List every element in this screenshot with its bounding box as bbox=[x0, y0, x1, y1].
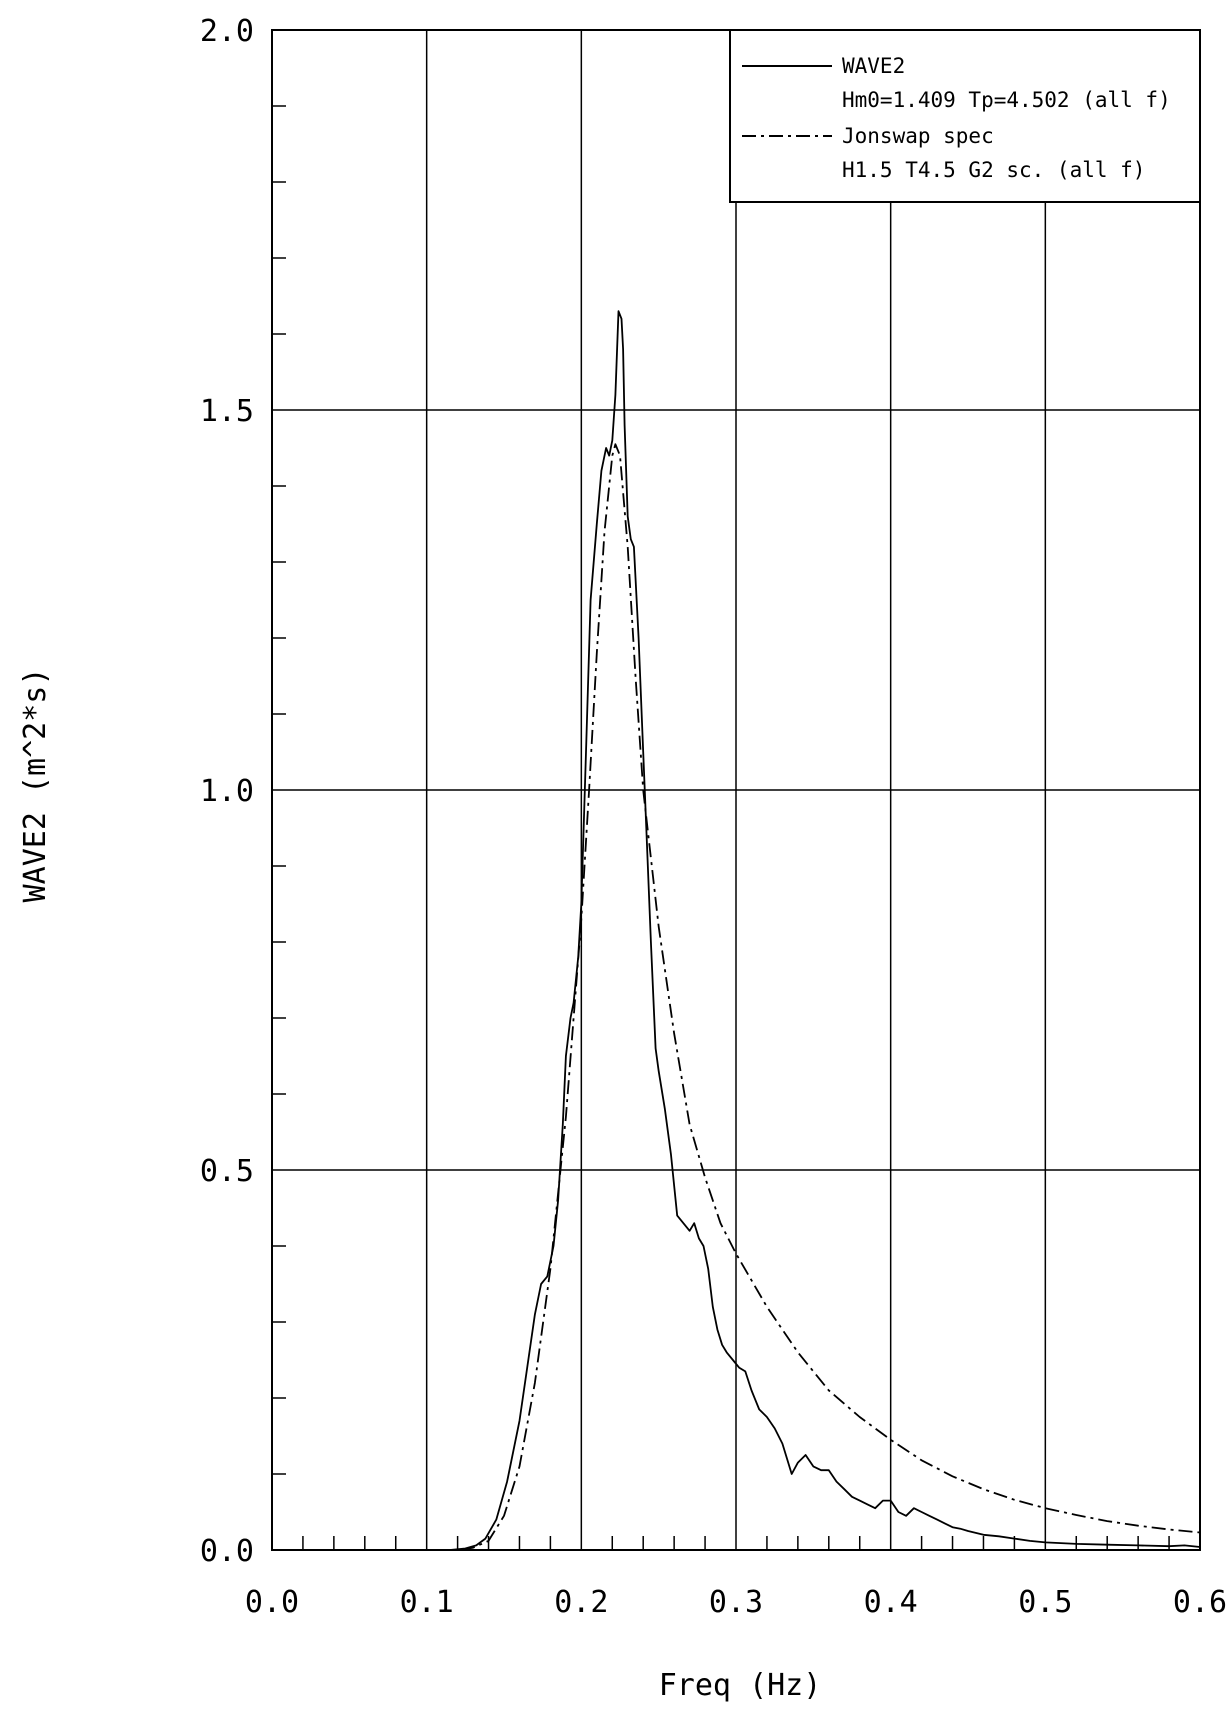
x-tick-label: 0.2 bbox=[554, 1585, 608, 1620]
x-tick-label: 0.5 bbox=[1018, 1585, 1072, 1620]
x-tick-label: 0.0 bbox=[245, 1585, 299, 1620]
legend-label-jonswap: Jonswap spec bbox=[842, 124, 994, 148]
series-line-wave2 bbox=[272, 310, 1201, 1551]
y-tick-label: 1.5 bbox=[200, 394, 254, 429]
x-tick-label: 0.1 bbox=[400, 1585, 454, 1620]
legend-detail-jonswap: H1.5 T4.5 G2 sc. (all f) bbox=[842, 158, 1145, 182]
y-tick-label: 1.0 bbox=[200, 774, 254, 809]
legend-box bbox=[729, 29, 1201, 203]
x-tick-label: 0.3 bbox=[709, 1585, 763, 1620]
y-tick-label: 0.0 bbox=[200, 1534, 254, 1569]
x-tick-label: 0.6 bbox=[1173, 1585, 1227, 1620]
legend-label-wave2: WAVE2 bbox=[842, 54, 905, 78]
x-tick-labels: 0.0 0.1 0.2 0.3 0.4 0.5 0.6 bbox=[245, 1585, 1227, 1620]
x-tick-label: 0.4 bbox=[864, 1585, 918, 1620]
grid-lines bbox=[272, 30, 1200, 1550]
legend: WAVE2 Hm0=1.409 Tp=4.502 (all f) Jonswap… bbox=[729, 29, 1201, 203]
y-tick-label: 0.5 bbox=[200, 1154, 254, 1189]
y-tick-label: 2.0 bbox=[200, 14, 254, 49]
data-series bbox=[272, 310, 1201, 1551]
y-axis-title: WAVE2 (m^2*s) bbox=[18, 668, 53, 903]
series-line-jonswap bbox=[272, 443, 1201, 1551]
legend-detail-wave2: Hm0=1.409 Tp=4.502 (all f) bbox=[842, 88, 1171, 112]
x-axis-title: Freq (Hz) bbox=[659, 1668, 822, 1703]
y-minor-ticks bbox=[272, 105, 1170, 1550]
y-tick-labels: 0.0 0.5 1.0 1.5 2.0 bbox=[200, 14, 254, 1569]
